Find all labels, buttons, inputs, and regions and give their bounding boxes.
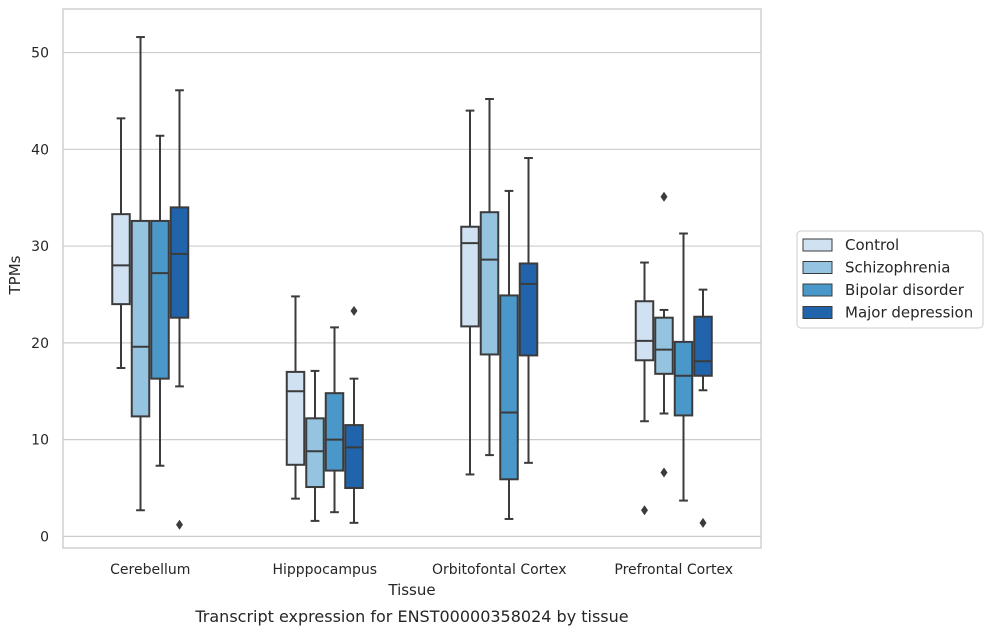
plot-frame: [62, 8, 762, 549]
y-tick-label: 50: [31, 46, 49, 62]
y-tick-label: 40: [31, 142, 49, 158]
outlier-point: [350, 305, 358, 316]
iqr-box: [654, 316, 674, 375]
iqr-box: [305, 417, 325, 489]
chart-caption: Transcript expression for ENST0000035802…: [194, 607, 628, 626]
x-axis-label: Tissue: [387, 581, 435, 599]
iqr-box: [499, 294, 519, 481]
box-control: [460, 109, 480, 476]
legend-swatch: [802, 261, 833, 274]
box-major-depression: [344, 305, 364, 524]
box-control: [111, 117, 131, 370]
legend-swatch: [802, 238, 833, 252]
x-tick-label: Orbitofontal Cortex: [432, 562, 567, 578]
iqr-box: [693, 315, 713, 377]
box-schizophrenia: [654, 191, 674, 478]
iqr-box: [285, 370, 306, 466]
box-schizophrenia: [479, 97, 500, 457]
x-axis-ticks: Cerebellum Hipppocampus Orbitofontal Corte…: [110, 562, 733, 578]
box-major-depression: [693, 288, 713, 528]
box-major-depression: [518, 157, 539, 464]
outlier-point: [699, 517, 707, 528]
box-bipolar-disorder: [673, 232, 694, 502]
legend-swatch: [802, 283, 833, 297]
iqr-box: [169, 206, 190, 319]
y-axis-ticks: 0 10 20 30 40 50: [31, 46, 49, 546]
iqr-box: [130, 219, 151, 418]
y-tick-label: 0: [40, 529, 49, 545]
outlier-point: [660, 191, 668, 202]
legend-frame: [796, 230, 984, 329]
x-tick-label: Hipppocampus: [272, 562, 377, 578]
box-schizophrenia: [305, 369, 325, 522]
iqr-box: [460, 225, 480, 328]
legend-label: Control: [845, 236, 899, 254]
x-tick-label: Cerebellum: [110, 562, 190, 578]
iqr-box: [479, 211, 500, 356]
box-control: [634, 261, 655, 516]
y-tick-label: 20: [31, 336, 49, 352]
iqr-box: [111, 213, 131, 306]
box-major-depression: [169, 89, 190, 530]
box-bipolar-disorder: [324, 326, 345, 514]
legend-label: Major depression: [845, 304, 973, 322]
box-schizophrenia: [130, 36, 151, 512]
legend-label: Schizophrenia: [845, 259, 950, 277]
iqr-box: [344, 424, 364, 490]
y-axis-label: TPMs: [6, 255, 24, 295]
outlier-point: [660, 467, 668, 478]
legend: Control Schizophrenia Bipolar disorder Majo…: [796, 230, 984, 329]
box-control: [285, 295, 306, 500]
x-tick-label: Prefrontal Cortex: [614, 562, 733, 578]
y-tick-label: 30: [31, 239, 49, 255]
iqr-box: [324, 392, 345, 472]
iqr-box: [634, 300, 655, 362]
outlier-point: [176, 519, 183, 530]
legend-swatch: [802, 306, 833, 319]
iqr-box: [518, 262, 539, 357]
box-bipolar-disorder: [499, 189, 519, 520]
iqr-box: [673, 340, 694, 417]
y-tick-label: 10: [31, 433, 49, 449]
box-bipolar-disorder: [150, 134, 170, 467]
box-plot-marks: [111, 36, 713, 530]
iqr-box: [150, 219, 170, 380]
outlier-point: [641, 505, 648, 516]
legend-label: Bipolar disorder: [845, 281, 965, 299]
